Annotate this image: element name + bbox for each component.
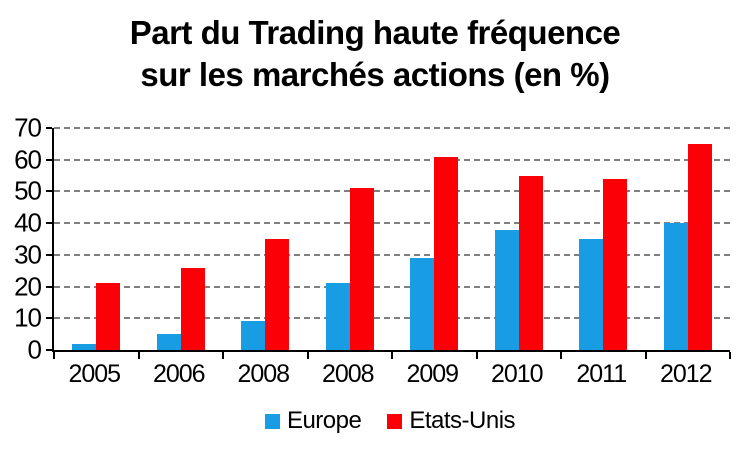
x-tick-6 <box>560 352 562 359</box>
bar-europe-2008 <box>241 321 266 350</box>
gridline-50 <box>54 190 730 193</box>
legend-label: Europe <box>286 407 362 434</box>
y-tick-label-60: 60 <box>14 144 42 175</box>
bar-europe-2011 <box>579 239 604 350</box>
bar-etats-unis-2011 <box>603 178 628 350</box>
legend-swatch-icon <box>387 413 403 429</box>
x-tick-1 <box>137 352 140 359</box>
bar-etats-unis-2012 <box>687 143 712 350</box>
legend-item-europe: Europe <box>264 407 362 435</box>
bar-etats-unis-2009 <box>434 156 459 350</box>
bar-europe-2010 <box>494 229 519 350</box>
y-tick-label-0: 0 <box>27 334 43 365</box>
y-tick-label-30: 30 <box>14 239 42 270</box>
legend-item-etats-unis: Etats-Unis <box>387 407 516 435</box>
y-tick-20 <box>46 285 52 288</box>
bar-group-2009-4 <box>392 128 477 350</box>
bar-group-2006-1 <box>139 128 224 350</box>
bar-europe-2008 <box>325 283 350 350</box>
chart-title: Part du Trading haute fréquence sur les … <box>0 12 750 96</box>
y-tick-70 <box>46 127 52 129</box>
y-tick-10 <box>46 317 52 320</box>
x-tick-4 <box>391 352 393 359</box>
x-label-2005-0: 2005 <box>68 360 121 388</box>
bar-group-2012-7 <box>646 128 731 350</box>
x-axis-labels: 2005 2006 2008 2008 2009 2010 2011 2012 <box>52 360 728 389</box>
y-tick-label-10: 10 <box>14 302 42 333</box>
gridline-20 <box>54 285 730 288</box>
x-label-2009-4: 2009 <box>406 360 459 388</box>
y-tick-label-20: 20 <box>14 271 42 302</box>
bar-etats-unis-2010 <box>518 175 543 350</box>
gridline-30 <box>54 253 730 256</box>
bar-group-2010-5 <box>477 128 562 350</box>
legend-label: Etats-Unis <box>409 407 516 434</box>
bar-etats-unis-2008 <box>265 239 290 350</box>
bar-etats-unis-2006 <box>180 267 205 350</box>
x-tick-0 <box>53 352 55 359</box>
x-label-2011-6: 2011 <box>576 360 627 388</box>
chart-title-line2: sur les marchés actions (en %) <box>140 56 610 94</box>
x-tick-7 <box>644 352 647 359</box>
x-label-2012-7: 2012 <box>659 360 713 388</box>
bar-europe-2009 <box>410 258 435 350</box>
x-tick-5 <box>475 352 478 359</box>
y-tick-label-70: 70 <box>14 112 42 143</box>
bar-group-2008-2 <box>223 128 308 350</box>
bar-europe-2005 <box>72 343 97 350</box>
x-label-2010-5: 2010 <box>490 360 544 388</box>
y-tick-60 <box>46 158 52 161</box>
x-label-2008-2: 2008 <box>237 360 290 388</box>
bar-etats-unis-2005 <box>96 283 121 350</box>
gridline-60 <box>54 158 730 161</box>
x-label-2008-3: 2008 <box>321 360 375 388</box>
x-label-2006-1: 2006 <box>152 360 206 388</box>
bar-etats-unis-2008 <box>349 188 374 350</box>
gridline-40 <box>54 222 730 225</box>
gridline-70 <box>54 127 730 129</box>
bar-group-2011-6 <box>561 128 646 350</box>
bar-europe-2006 <box>156 334 181 350</box>
chart-title-line1: Part du Trading haute fréquence <box>129 14 621 51</box>
x-tick-8 <box>729 352 731 359</box>
x-tick-2 <box>222 352 224 359</box>
plot-area: 0 10 20 30 40 50 60 70 <box>14 113 731 365</box>
y-tick-40 <box>46 222 52 225</box>
y-tick-label-40: 40 <box>14 207 42 238</box>
y-tick-label-50: 50 <box>14 175 42 206</box>
bar-europe-2012 <box>663 223 688 350</box>
legend-swatch-icon <box>264 413 280 429</box>
x-tick-3 <box>306 352 309 359</box>
y-tick-30 <box>46 253 52 256</box>
bar-group-2005-0 <box>54 128 139 350</box>
legend: Europe Etats-Unis <box>52 407 728 435</box>
y-tick-0 <box>46 349 52 351</box>
y-tick-50 <box>46 190 52 193</box>
bar-group-2008-3 <box>308 128 393 350</box>
gridline-10 <box>54 317 730 320</box>
